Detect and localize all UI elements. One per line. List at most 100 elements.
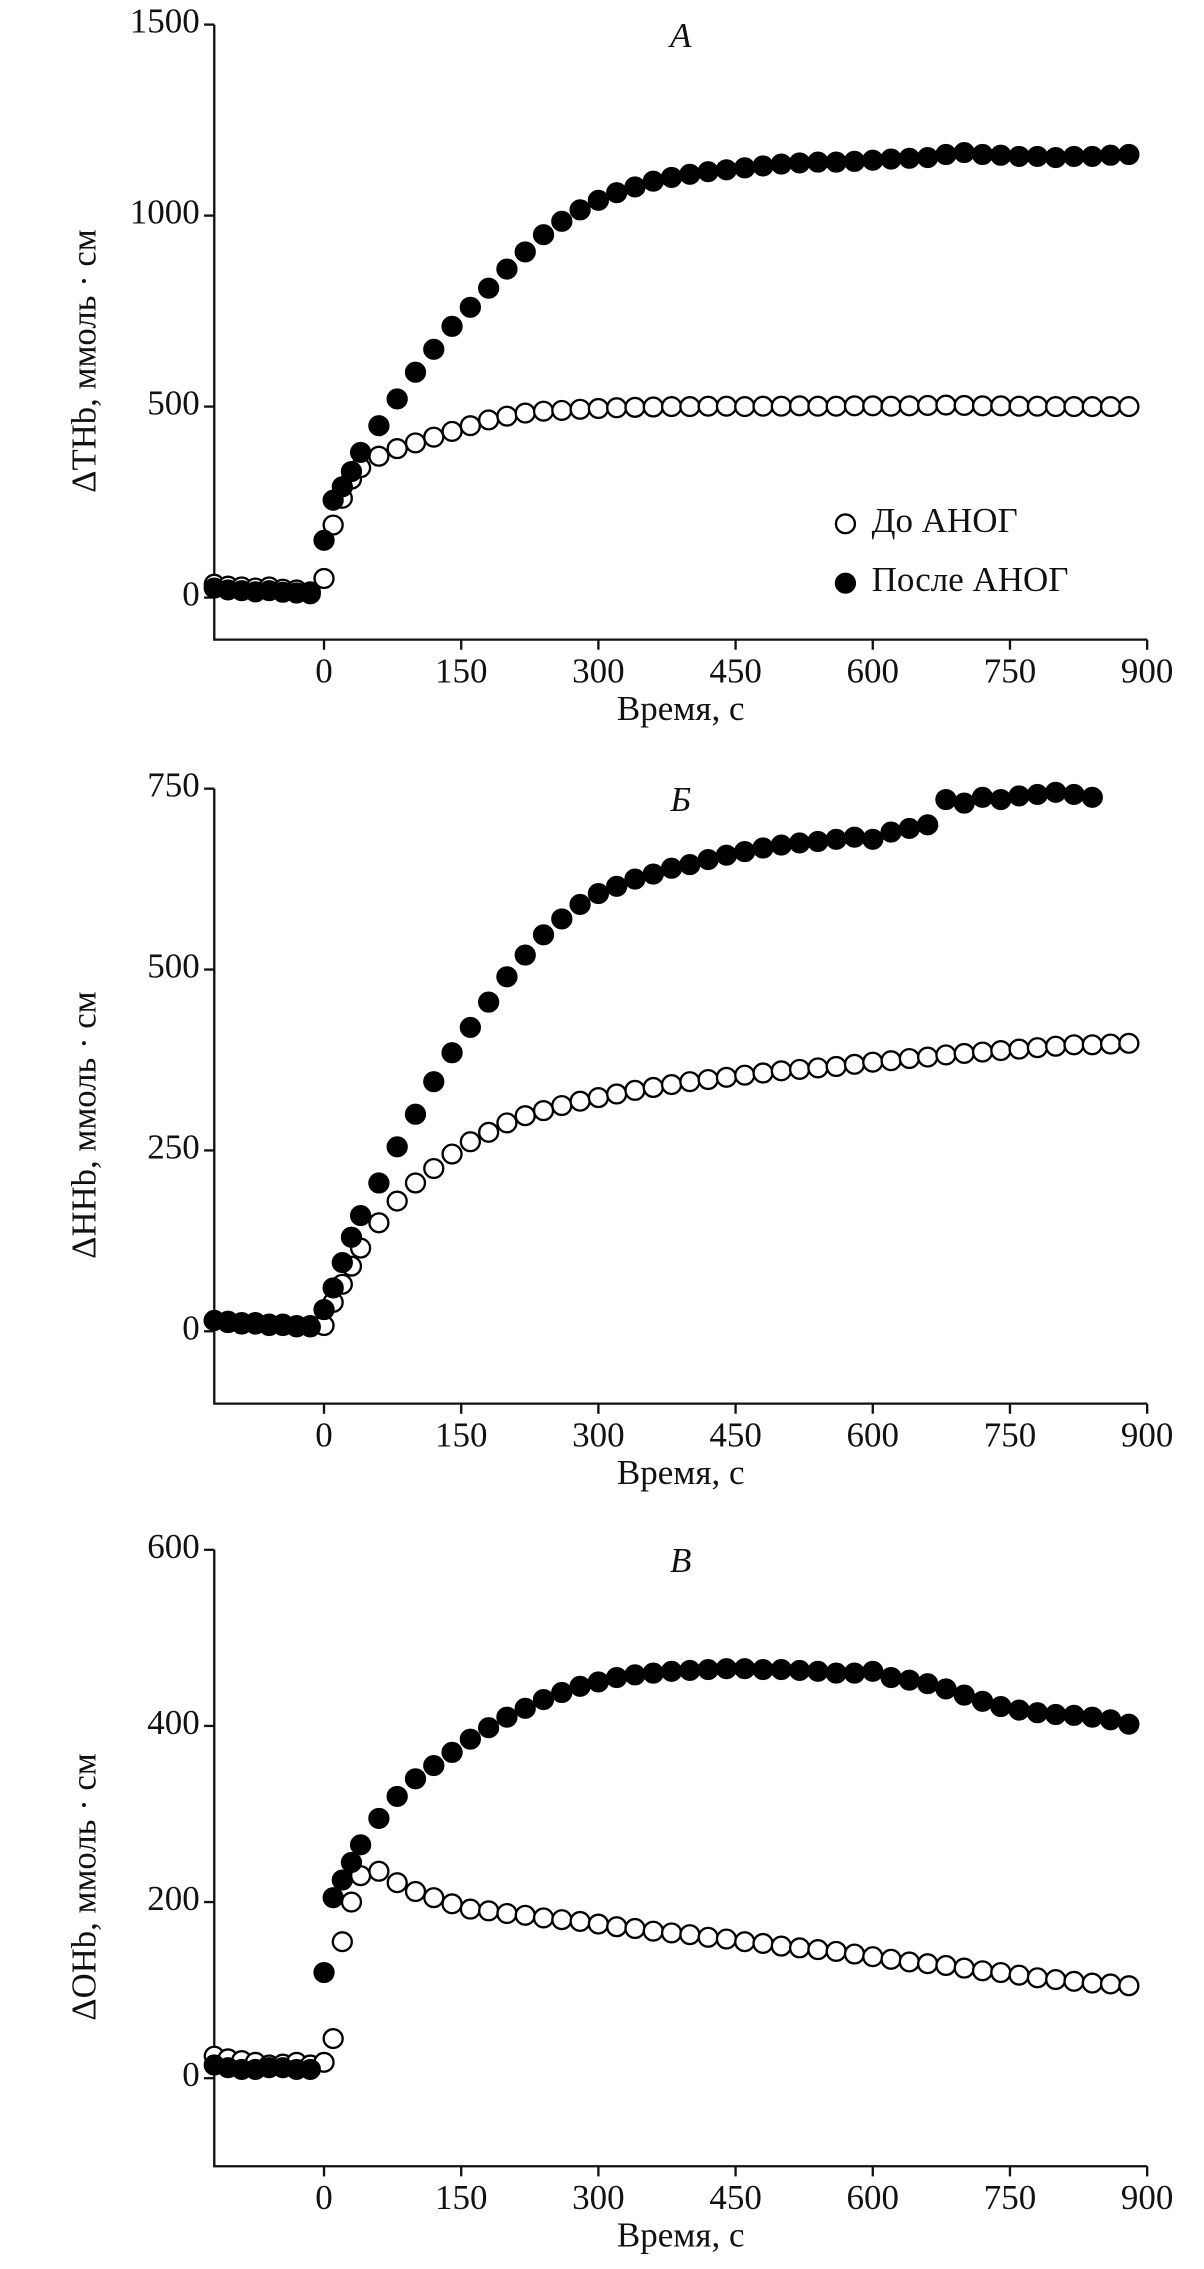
x-tick-label: 300: [572, 651, 624, 690]
point: [313, 567, 335, 590]
point: [404, 1103, 427, 1125]
x-tick-label: 900: [1121, 2178, 1173, 2217]
point: [624, 1917, 646, 1940]
point: [331, 1931, 353, 1953]
point: [404, 1880, 427, 1903]
point: [299, 583, 321, 605]
point: [880, 1050, 902, 1072]
point: [697, 395, 719, 417]
point: [423, 1071, 445, 1093]
panel-title: А: [668, 16, 692, 55]
point: [1118, 396, 1140, 418]
point: [1008, 1038, 1030, 1060]
point: [368, 445, 390, 467]
point: [1118, 1032, 1140, 1054]
point: [807, 395, 829, 417]
point: [971, 1690, 994, 1712]
point: [917, 1673, 939, 1695]
point: [1045, 1703, 1067, 1726]
point: [697, 1926, 719, 1948]
legend-marker: [834, 572, 857, 594]
point: [788, 395, 811, 417]
point: [862, 149, 884, 171]
point: [532, 224, 555, 246]
point: [935, 1044, 957, 1066]
point: [642, 170, 664, 192]
point: [788, 1058, 811, 1080]
axes: [213, 24, 1148, 641]
point: [734, 1064, 756, 1086]
point: [770, 1659, 792, 1681]
x-tick-label: 600: [847, 2178, 899, 2217]
point: [642, 863, 664, 885]
point: [679, 854, 701, 876]
point: [606, 182, 628, 204]
point: [898, 1669, 920, 1691]
point: [807, 151, 829, 173]
point: [1081, 396, 1103, 418]
point: [660, 1074, 683, 1096]
point: [715, 844, 738, 866]
point: [715, 1658, 738, 1680]
point: [299, 2058, 321, 2080]
point: [624, 1079, 646, 1101]
point: [1008, 1964, 1030, 1986]
point: [1026, 1702, 1049, 1724]
point: [734, 841, 756, 863]
y-tick-label: 400: [147, 1703, 199, 1742]
point: [807, 1057, 829, 1079]
x-tick-label: 900: [1121, 1415, 1173, 1454]
point: [971, 1041, 994, 1063]
point: [606, 1666, 628, 1689]
point: [862, 1660, 884, 1682]
point: [642, 1920, 664, 1942]
y-axis-label: ΔOHb, ммоль · см: [64, 1753, 103, 2020]
y-tick-label: 0: [182, 1308, 199, 1347]
x-tick-label: 150: [435, 2178, 487, 2217]
point: [423, 1887, 445, 1909]
point: [1063, 145, 1085, 167]
point: [642, 1662, 664, 1684]
point: [1099, 396, 1122, 418]
point: [843, 1943, 866, 1965]
legend-label: После АНОГ: [872, 560, 1069, 599]
point: [569, 1675, 591, 1697]
point: [423, 1755, 445, 1777]
point: [514, 402, 536, 424]
x-tick-label: 900: [1121, 651, 1173, 690]
point: [715, 395, 738, 417]
point: [752, 395, 774, 417]
point: [752, 1062, 774, 1084]
point: [642, 1076, 664, 1099]
point: [551, 399, 573, 421]
point: [697, 161, 719, 183]
point: [1026, 1967, 1049, 1989]
x-tick-label: 450: [709, 651, 761, 690]
axes: [213, 788, 1148, 1405]
point: [752, 1932, 774, 1955]
point: [990, 144, 1012, 166]
point: [606, 397, 628, 419]
point: [898, 1047, 920, 1070]
point: [1118, 143, 1140, 166]
point: [770, 153, 792, 175]
point: [1026, 145, 1049, 167]
point: [1099, 144, 1122, 166]
point: [825, 151, 847, 173]
point: [990, 788, 1012, 811]
point: [1081, 786, 1103, 808]
x-tick-label: 0: [315, 1415, 332, 1454]
point: [788, 1659, 811, 1682]
point: [441, 1741, 463, 1763]
point: [1118, 1713, 1140, 1735]
x-tick-label: 600: [847, 1415, 899, 1454]
point: [1045, 1035, 1067, 1057]
point: [441, 1042, 463, 1064]
point: [532, 1907, 555, 1929]
point: [734, 157, 756, 179]
point: [697, 848, 719, 871]
point: [1008, 1699, 1030, 1721]
point: [880, 395, 902, 417]
point: [862, 1051, 884, 1073]
point: [862, 828, 884, 850]
